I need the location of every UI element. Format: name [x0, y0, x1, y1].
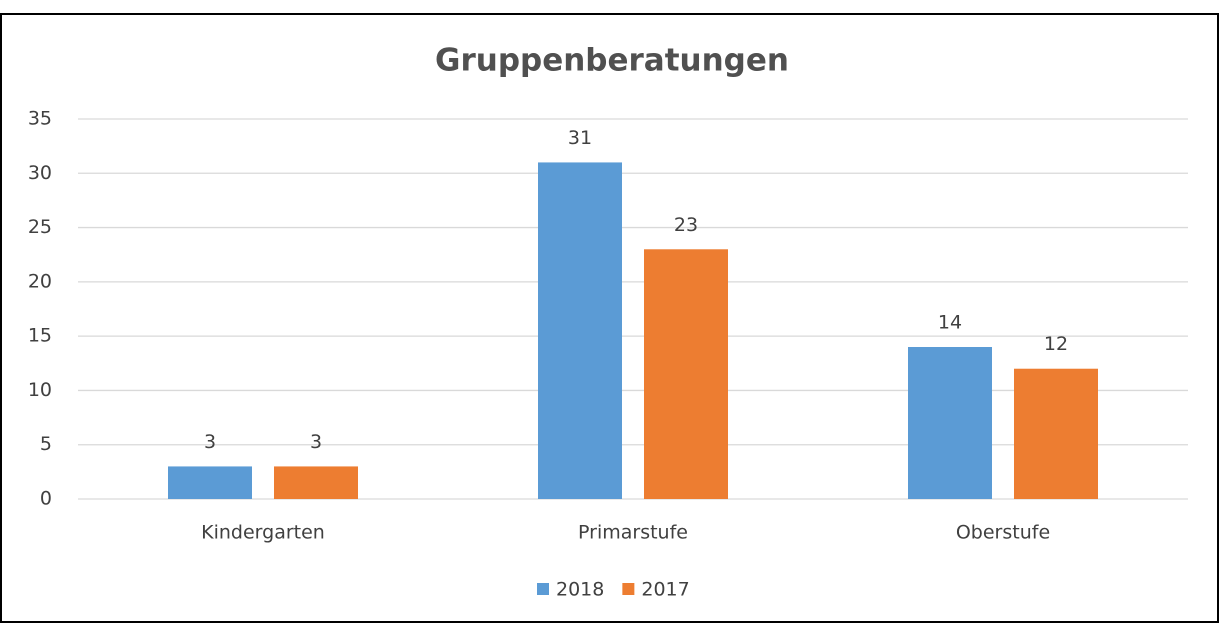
data-label: 12 [1044, 333, 1068, 355]
y-tick-label: 10 [28, 379, 52, 401]
x-tick-label: Oberstufe [956, 522, 1050, 544]
y-tick-label: 15 [28, 325, 52, 347]
legend-swatch [622, 583, 635, 595]
y-tick-label: 25 [28, 216, 52, 238]
bar [1014, 368, 1098, 499]
bar [538, 162, 622, 499]
bar [644, 249, 728, 499]
y-tick-label: 35 [28, 108, 52, 130]
data-label: 23 [674, 214, 698, 236]
legend-label: 2017 [641, 579, 689, 601]
legend-swatch [537, 583, 549, 595]
x-tick-label: Kindergarten [201, 522, 325, 544]
data-label: 14 [938, 312, 962, 334]
data-label: 31 [568, 127, 592, 149]
y-tick-label: 30 [28, 162, 52, 184]
y-tick-label: 5 [40, 433, 52, 455]
data-label: 3 [310, 431, 322, 453]
legend-label: 2018 [556, 579, 604, 601]
bar [168, 466, 252, 499]
bar [908, 347, 992, 499]
y-tick-label: 20 [28, 270, 52, 292]
data-label: 3 [204, 431, 216, 453]
x-tick-label: Primarstufe [578, 522, 688, 544]
bar [274, 466, 358, 499]
y-tick-label: 0 [40, 488, 52, 510]
chart-title: Gruppenberatungen [435, 43, 789, 79]
